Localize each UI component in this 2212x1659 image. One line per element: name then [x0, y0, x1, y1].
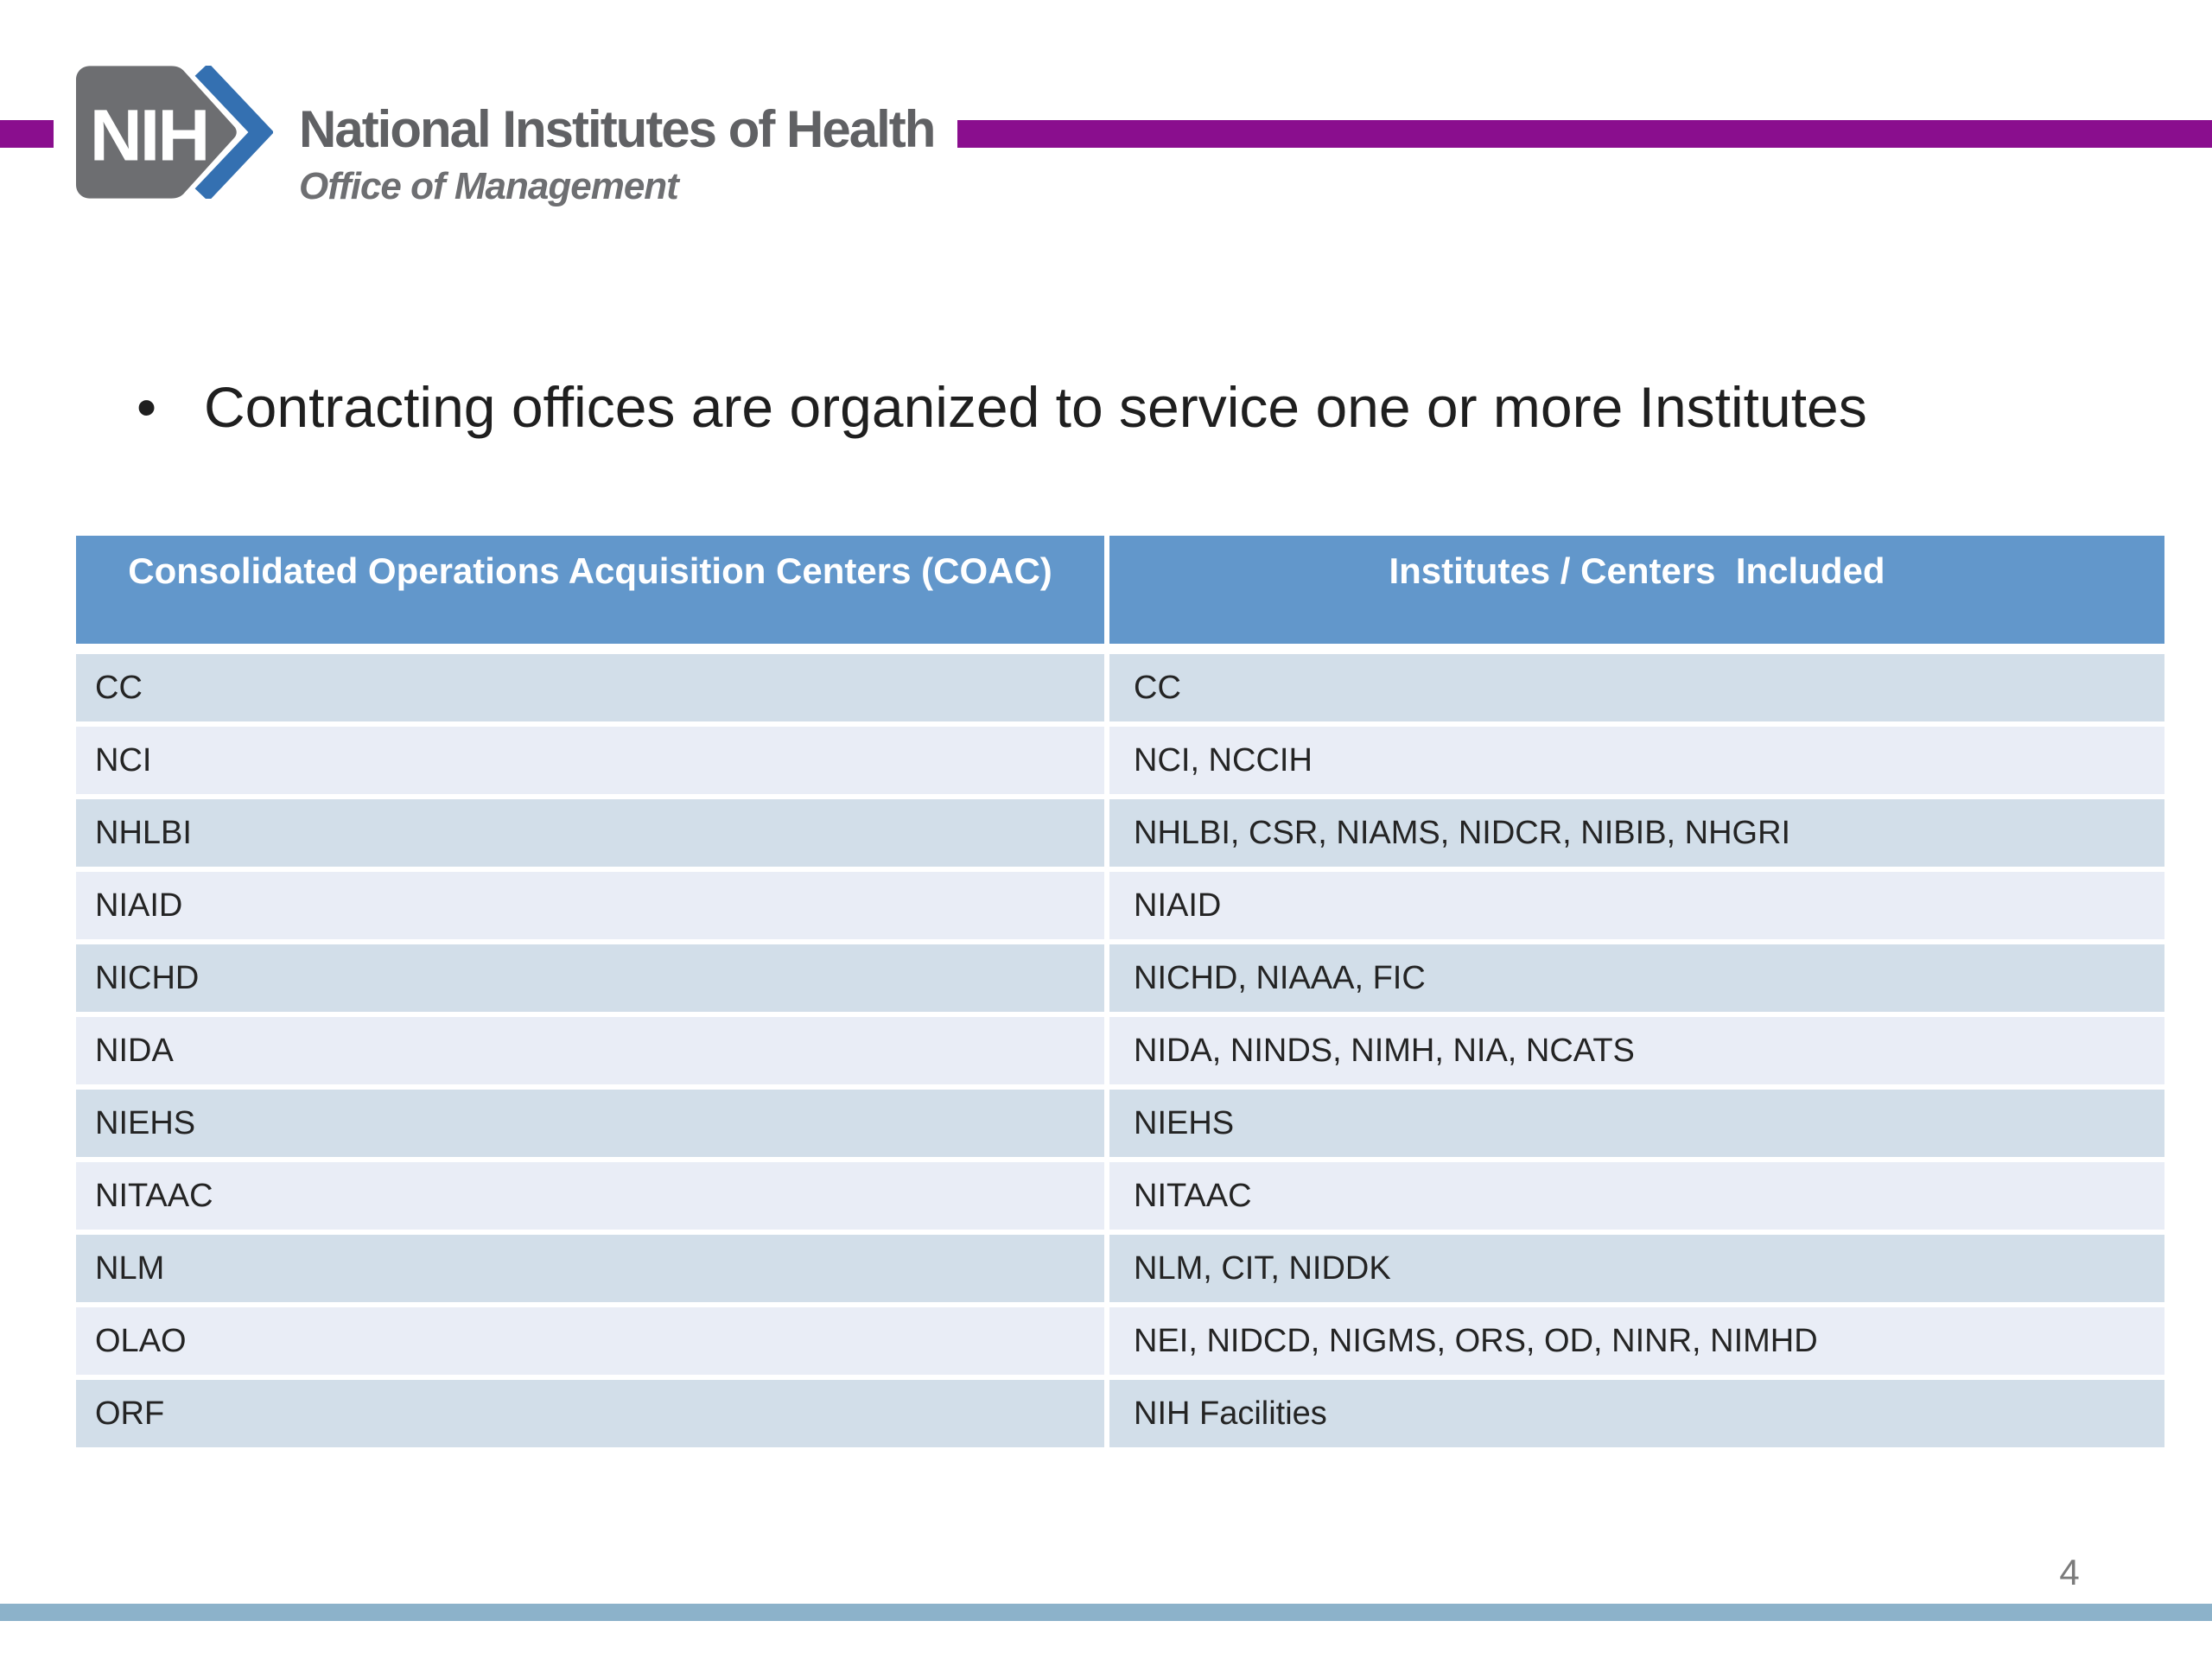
nih-logo-acronym: NIH: [90, 93, 208, 175]
table-cell-coac: NIEHS: [76, 1090, 1104, 1157]
table-cell-coac: NIAID: [76, 872, 1104, 939]
table-cell-institutes: NIEHS: [1109, 1090, 2164, 1157]
table-cell-coac: NLM: [76, 1235, 1104, 1302]
table-cell-institutes: CC: [1109, 654, 2164, 721]
page-number: 4: [2059, 1552, 2080, 1592]
nih-logo: NIH National Institutes of Health Office…: [76, 66, 936, 208]
nih-logo-mark: NIH: [76, 66, 273, 199]
bullet-text: Contracting offices are organized to ser…: [204, 375, 1867, 439]
table-cell-institutes: NIH Facilities: [1109, 1380, 2164, 1447]
table-cell-coac: NICHD: [76, 944, 1104, 1012]
accent-bar-left: [0, 120, 54, 148]
table-cell-coac: NITAAC: [76, 1162, 1104, 1230]
table-cell-coac: OLAO: [76, 1307, 1104, 1375]
table-cell-institutes: NHLBI, CSR, NIAMS, NIDCR, NIBIB, NHGRI: [1109, 799, 2164, 867]
table-cell-coac: NCI: [76, 727, 1104, 794]
nih-chevron-icon: [194, 66, 273, 199]
table-cell-institutes: NEI, NIDCD, NIGMS, ORS, OD, NINR, NIMHD: [1109, 1307, 2164, 1375]
table-cell-institutes: NLM, CIT, NIDDK: [1109, 1235, 2164, 1302]
logo-text-block: National Institutes of Health Office of …: [299, 66, 936, 208]
footer-bar: [0, 1604, 2212, 1621]
table-cell-institutes: NIAID: [1109, 872, 2164, 939]
table-cell-institutes: NICHD, NIAAA, FIC: [1109, 944, 2164, 1012]
table-cell-institutes: NCI, NCCIH: [1109, 727, 2164, 794]
table-header-institutes: Institutes / Centers Included: [1109, 536, 2164, 644]
table-cell-institutes: NIDA, NINDS, NIMH, NIA, NCATS: [1109, 1017, 2164, 1084]
sub-org-name: Office of Management: [299, 164, 679, 207]
table-cell-institutes: NITAAC: [1109, 1162, 2164, 1230]
table-cell-coac: NIDA: [76, 1017, 1104, 1084]
table-header-row: Consolidated Operations Acquisition Cent…: [76, 536, 2164, 644]
accent-bar-right: [957, 120, 2212, 148]
table-cell-coac: CC: [76, 654, 1104, 721]
org-name: National Institutes of Health: [299, 100, 936, 158]
coac-table: Consolidated Operations Acquisition Cent…: [76, 536, 2164, 1447]
bullet-item: • Contracting offices are organized to s…: [137, 363, 1867, 451]
bullet-marker: •: [137, 375, 157, 439]
table-cell-coac: NHLBI: [76, 799, 1104, 867]
coac-table-body: CC CC NCI NCI, NCCIH NHLBI NHLBI, CSR, NIAMS,…: [76, 654, 2164, 1447]
table-header-coac: Consolidated Operations Acquisition Cent…: [76, 536, 1104, 644]
nih-logo-shield: [76, 66, 237, 199]
table-cell-coac: ORF: [76, 1380, 1104, 1447]
